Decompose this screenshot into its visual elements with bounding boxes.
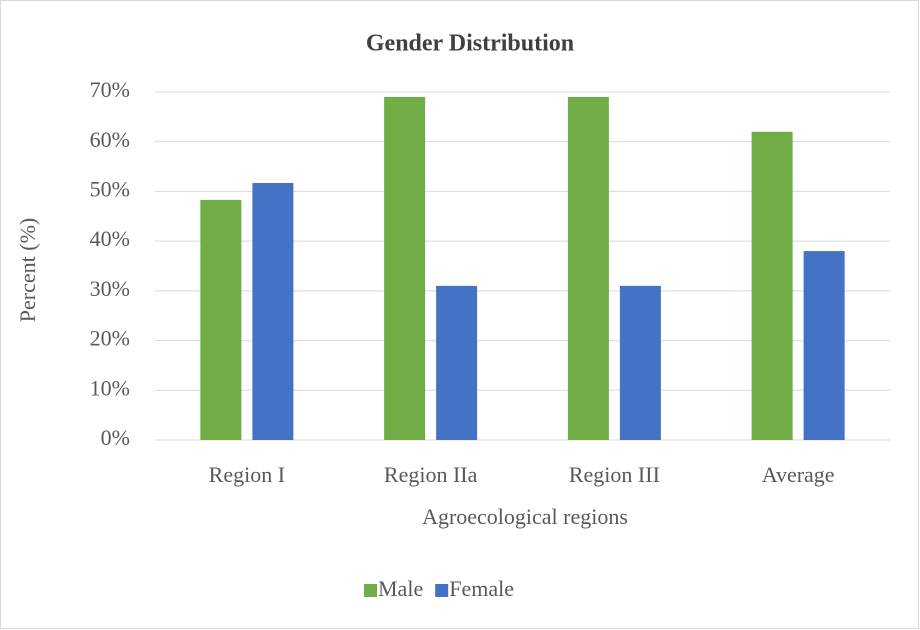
x-tick-label: Region III (569, 462, 660, 487)
x-axis-title: Agroecological regions (422, 504, 628, 529)
x-tick-label: Region I (209, 462, 285, 487)
bar (436, 285, 478, 440)
y-tick-label: 40% (90, 226, 130, 251)
bar (384, 96, 426, 440)
bar (252, 182, 294, 440)
y-tick-label: 70% (90, 77, 130, 102)
y-axis-title: Percent (%) (15, 218, 40, 322)
y-tick-label: 10% (90, 375, 130, 400)
y-tick-label: 0% (101, 425, 130, 450)
legend-swatch (364, 584, 377, 597)
x-tick-label: Region IIa (384, 462, 478, 487)
x-tick-label: Average (762, 462, 835, 487)
y-tick-label: 60% (90, 127, 130, 152)
legend-label: Male (378, 576, 423, 601)
y-tick-label: 30% (90, 276, 130, 301)
legend-label: Female (449, 576, 514, 601)
bar (619, 285, 661, 440)
y-tick-label: 50% (90, 176, 130, 201)
y-tick-label: 20% (90, 326, 130, 351)
bar (751, 131, 793, 440)
bar (567, 96, 609, 440)
chart-title: Gender Distribution (366, 31, 574, 57)
bar (803, 251, 845, 440)
bar (200, 199, 242, 440)
legend-swatch (435, 584, 449, 597)
